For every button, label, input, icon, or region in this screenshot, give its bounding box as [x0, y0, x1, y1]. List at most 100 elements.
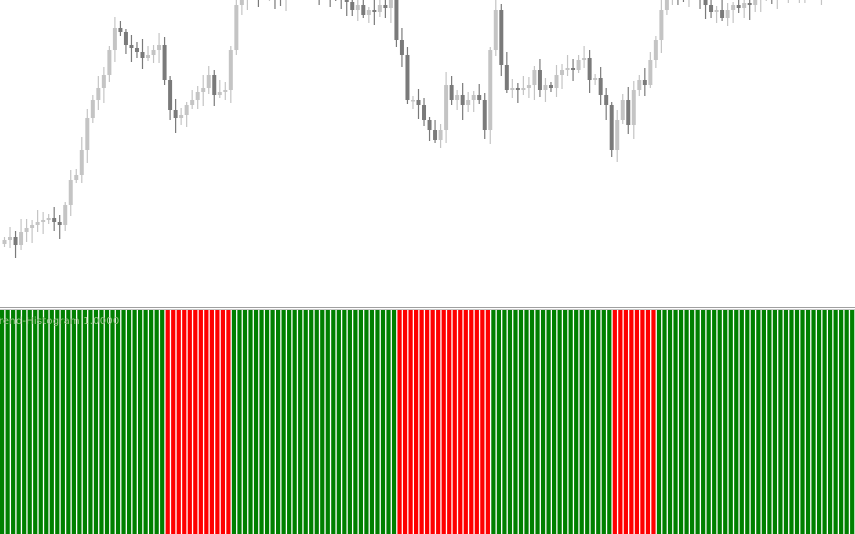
candle-body	[709, 5, 714, 12]
candle-body	[460, 95, 465, 105]
candle-body	[427, 120, 432, 130]
histogram-bar-up	[298, 310, 303, 534]
histogram-bar-up	[369, 310, 375, 534]
candle	[731, 2, 736, 23]
candle-body	[648, 60, 653, 85]
candle	[760, 0, 762, 12]
candle	[677, 0, 679, 5]
histogram-bar-up	[529, 310, 535, 534]
histogram-bar-down	[414, 310, 419, 534]
histogram-bar-up	[60, 310, 65, 534]
candle	[682, 0, 685, 2]
histogram-bar-up	[88, 310, 93, 534]
histogram-bar-up	[673, 310, 678, 534]
histogram-bar-up	[745, 310, 750, 534]
candle	[820, 0, 823, 5]
histogram-bar-up	[816, 310, 822, 534]
candle	[787, 0, 789, 3]
candle	[157, 33, 162, 63]
candle	[344, 0, 349, 16]
candle	[118, 21, 123, 36]
histogram-bar-up	[27, 310, 32, 534]
histogram-bar-up	[281, 310, 286, 534]
candle-body	[361, 5, 366, 15]
histogram-bar-up	[55, 310, 60, 534]
candle	[239, 0, 244, 15]
candle	[598, 67, 603, 105]
histogram-bar-down	[209, 310, 214, 534]
histogram-bar-up	[121, 310, 126, 534]
candle	[96, 76, 101, 110]
candle	[335, 0, 337, 1]
candle-body	[41, 220, 46, 222]
candle	[798, 0, 800, 3]
candle-body	[747, 3, 752, 5]
histogram-bar-up	[93, 310, 99, 534]
candle-body	[736, 5, 741, 8]
candle	[13, 231, 18, 258]
candle	[405, 47, 410, 104]
histogram-bar-up	[563, 310, 568, 534]
candle	[466, 92, 471, 112]
histogram-bar-up	[607, 310, 612, 534]
candle	[449, 76, 454, 105]
histogram-bar-up	[358, 310, 364, 534]
candle	[377, 0, 382, 17]
candle	[609, 102, 614, 157]
histogram-bar-up	[325, 310, 330, 534]
candle-body	[129, 45, 134, 48]
candle	[631, 81, 636, 139]
candle-body	[383, 5, 388, 8]
candle-body	[466, 100, 471, 105]
candle-body	[57, 222, 62, 225]
candle	[493, 0, 498, 56]
candle-body	[85, 118, 90, 150]
candle-body	[422, 105, 427, 120]
candle	[664, 0, 669, 15]
histogram-bar-up	[138, 310, 143, 534]
histogram-bar-up	[734, 310, 739, 534]
histogram-bar-up	[99, 310, 104, 534]
candle-body	[521, 88, 526, 90]
histogram-bar-down	[408, 310, 413, 534]
candle-body	[19, 232, 24, 245]
histogram-bar-up	[391, 310, 397, 534]
histogram-bar-up	[38, 310, 43, 534]
candle-body	[504, 65, 509, 90]
histogram-bar-up	[739, 310, 744, 534]
candle	[35, 210, 40, 232]
histogram-bar-up	[259, 310, 264, 534]
histogram-bar-up	[794, 310, 800, 534]
histogram-bar-up	[82, 310, 88, 534]
candle	[659, 0, 664, 53]
candle-body	[112, 28, 117, 50]
candle-body	[228, 50, 233, 90]
candle	[521, 76, 526, 95]
candle	[257, 0, 260, 7]
histogram-bar-down	[215, 310, 220, 534]
histogram-bar-up	[507, 310, 513, 534]
candle-body	[184, 105, 189, 115]
histogram-bar-up	[761, 310, 766, 534]
candle	[274, 0, 276, 9]
candle	[571, 59, 576, 81]
candle-body	[90, 100, 95, 118]
histogram-bar-up	[805, 310, 811, 534]
histogram-bar-up	[44, 310, 49, 534]
pane-separator[interactable]	[0, 307, 855, 310]
candle-body	[725, 10, 730, 18]
histogram-bar-up	[513, 310, 518, 534]
candle-body	[510, 88, 515, 90]
histogram-bar-up	[568, 310, 573, 534]
candle	[206, 66, 211, 94]
candle	[179, 108, 184, 125]
histogram-bar-up	[143, 310, 148, 534]
histogram-bar-up	[154, 310, 159, 534]
candle-body	[8, 237, 13, 240]
candle-body	[703, 0, 708, 5]
candle-body	[377, 5, 382, 12]
candle	[565, 55, 570, 76]
candle	[8, 227, 13, 248]
histogram-bar-up	[287, 310, 292, 534]
candle	[554, 65, 559, 97]
